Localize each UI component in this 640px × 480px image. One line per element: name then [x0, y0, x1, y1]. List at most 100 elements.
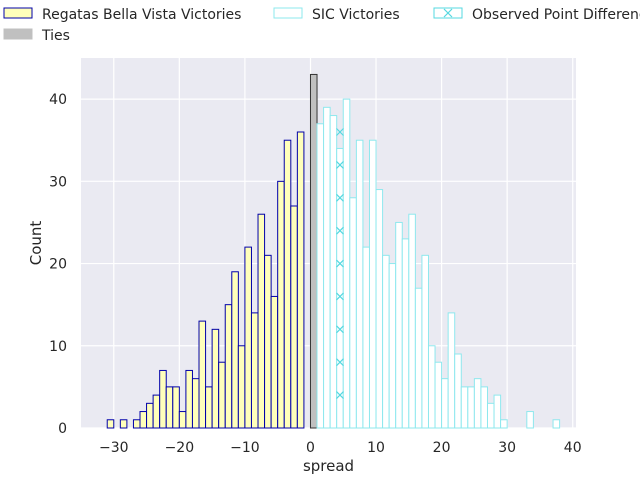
histogram-bar — [441, 378, 449, 429]
y-tick-label: 30 — [49, 174, 67, 190]
histogram-bar — [152, 394, 161, 429]
histogram-bar — [309, 73, 318, 429]
histogram-bar — [460, 386, 469, 429]
histogram-bar — [408, 213, 416, 429]
legend: Regatas Bella Vista Victories SIC Victori… — [3, 7, 640, 44]
histogram-bar — [467, 386, 475, 429]
legend-swatch — [3, 28, 33, 40]
histogram-bar — [205, 386, 213, 429]
legend-label: Ties — [41, 28, 70, 44]
legend-label: SIC Victories — [312, 7, 400, 23]
observed-marker — [336, 325, 344, 334]
histogram-bar — [119, 419, 128, 429]
histogram-bar — [250, 312, 259, 429]
histogram-bar — [264, 254, 272, 429]
histogram-bar — [106, 419, 115, 429]
histogram-bar — [500, 419, 508, 429]
y-tick-label: 20 — [49, 257, 67, 273]
observed-marker — [336, 128, 344, 136]
x-tick-label: −20 — [165, 440, 195, 456]
histogram-bar — [486, 402, 495, 429]
histogram-bar — [427, 345, 436, 429]
histogram-bar — [349, 197, 357, 429]
histogram-bar — [165, 386, 174, 429]
histogram-bar — [132, 419, 141, 429]
histogram-bar — [336, 147, 344, 429]
histogram-bar — [473, 378, 482, 429]
histogram-bar — [526, 411, 534, 429]
histogram-bar — [368, 139, 377, 429]
histogram-bar — [257, 213, 266, 429]
y-tick-label: 10 — [49, 339, 67, 355]
histogram-bar — [218, 361, 226, 429]
x-axis-ticks: −30 −20 −10 0 10 20 30 40 — [99, 440, 582, 456]
legend-entry: Regatas Bella Vista Victories — [3, 7, 241, 23]
histogram-bar — [375, 189, 384, 429]
histogram-bar — [552, 419, 561, 429]
histogram-bar — [244, 246, 252, 429]
x-tick-label: −10 — [230, 440, 260, 456]
legend-swatch — [3, 7, 33, 19]
histogram-bar — [198, 320, 207, 429]
observed-marker — [336, 358, 344, 367]
histogram-bar — [146, 402, 154, 429]
y-tick-label: 40 — [49, 92, 67, 108]
observed-marker — [336, 292, 344, 301]
histogram-bar — [277, 180, 285, 429]
histogram-bar — [355, 139, 364, 429]
y-tick-label: 0 — [58, 421, 67, 437]
histogram-bar — [296, 131, 305, 429]
histogram-bar — [493, 394, 502, 429]
histogram-bar — [480, 386, 488, 429]
histogram-bar — [211, 328, 220, 429]
y-axis-label: Count — [27, 221, 45, 266]
histogram-bar — [178, 411, 187, 429]
histogram-bar — [395, 221, 403, 429]
observed-marker — [336, 160, 344, 169]
histogram-bar — [414, 287, 423, 429]
observed-marker — [336, 259, 344, 268]
histogram-bar — [224, 304, 233, 429]
legend-entry: Observed Point Difference — [433, 7, 640, 23]
histogram-bar — [362, 246, 370, 429]
histogram-bar — [270, 295, 279, 429]
histogram-bar — [388, 263, 397, 429]
observed-markers — [336, 128, 344, 400]
histogram-bar — [290, 205, 298, 429]
x-axis-label: spread — [303, 457, 354, 475]
x-tick-label: 30 — [498, 440, 516, 456]
histogram-bar — [172, 386, 180, 429]
histogram-bar — [447, 312, 456, 429]
legend-label: Regatas Bella Vista Victories — [42, 7, 241, 23]
histogram-bar — [421, 254, 429, 429]
legend-label: Observed Point Difference — [472, 7, 640, 23]
bars — [106, 73, 561, 429]
histogram-bar — [185, 369, 193, 429]
histogram-bar — [139, 411, 148, 429]
histogram-bar — [382, 254, 390, 429]
observed-marker — [336, 391, 344, 400]
histogram-bar — [316, 123, 325, 429]
legend-entry: SIC Victories — [273, 7, 400, 23]
y-axis-ticks: 0 10 20 30 40 — [49, 92, 67, 437]
x-tick-label: 40 — [564, 440, 582, 456]
legend-entry: Ties — [3, 28, 70, 44]
x-tick-label: 0 — [306, 440, 315, 456]
histogram-bar — [191, 378, 200, 429]
observed-marker — [336, 193, 344, 202]
observed-marker — [336, 226, 344, 235]
x-tick-label: 20 — [433, 440, 451, 456]
histogram-bar — [342, 98, 351, 429]
histogram-bar — [434, 361, 443, 429]
histogram-bar — [329, 115, 338, 429]
x-tick-label: −30 — [99, 440, 129, 456]
histogram-bar — [401, 238, 410, 429]
histogram-bar — [237, 345, 246, 429]
x-tick-label: 10 — [367, 440, 385, 456]
histogram-bar — [159, 369, 167, 429]
histogram-bar — [454, 353, 462, 429]
histogram-bar — [323, 106, 331, 429]
histogram-bar — [283, 139, 292, 429]
legend-swatch — [273, 7, 303, 19]
